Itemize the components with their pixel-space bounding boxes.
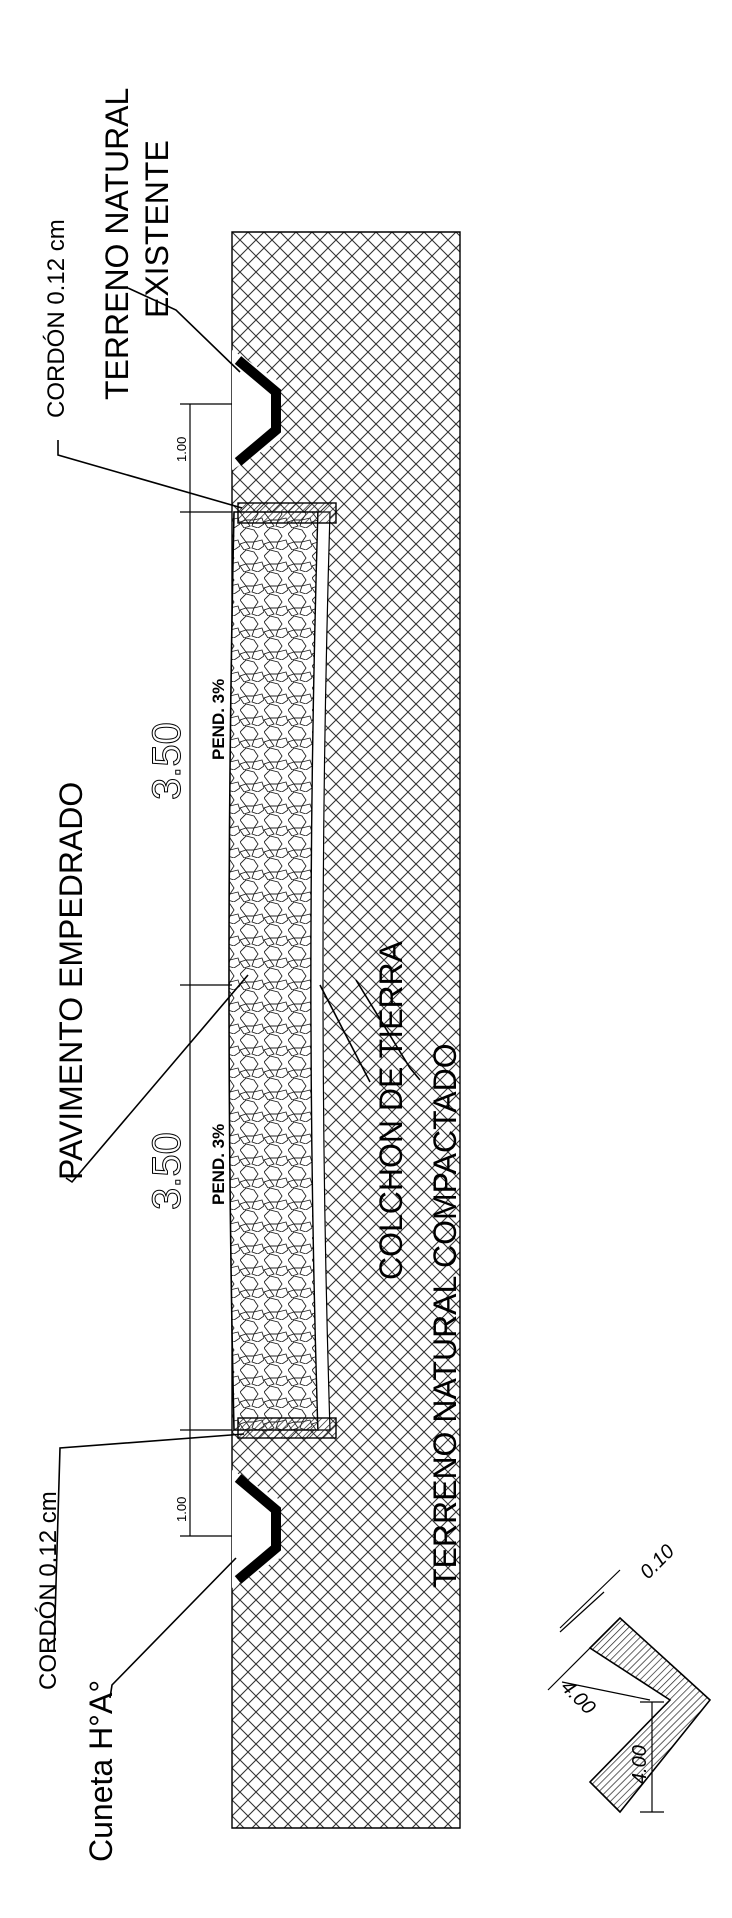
leader-cuneta (109, 1557, 237, 1699)
detail-thickness-ext-2 (547, 1647, 591, 1691)
label-pavimento: PAVIMENTO EMPEDRADO (53, 782, 89, 1180)
label-terreno-compactado: TERRENO NATURAL COMPACTADO (427, 1043, 463, 1588)
label-terreno-natural: TERRENO NATURAL (99, 88, 135, 400)
label-detail-thickness: 0.10 (636, 1540, 679, 1583)
label-lane-top: 3.50 (145, 722, 189, 800)
gutter-top (234, 356, 281, 466)
leader-cordon-bottom (53, 1433, 245, 1653)
leader-colchon (319, 984, 371, 1083)
label-lane-bottom: 3.50 (145, 1132, 189, 1210)
pavement-stone-layer (228, 511, 319, 1431)
leader-terreno-existente (127, 287, 241, 373)
detail-side-dim (561, 1681, 651, 1701)
label-detail-side2: 4.00 (629, 1745, 651, 1784)
label-shoulder-bottom: 1.00 (174, 1497, 189, 1522)
label-slope-bottom: PEND. 3% (209, 1124, 228, 1205)
gutter-bottom (234, 1474, 281, 1584)
label-cuneta: Cuneta H°A° (83, 1680, 119, 1862)
label-slope-top: PEND. 3% (209, 679, 228, 760)
label-colchon: COLCHON DE TIERRA (373, 940, 409, 1280)
label-shoulder-top: 1.00 (174, 437, 189, 462)
detail-thickness-dim (559, 1569, 621, 1629)
leader-terreno-compactado (355, 979, 421, 1081)
detail-thickness-ext-1 (559, 1591, 605, 1633)
leader-cordon-top (57, 440, 243, 509)
label-cordon-top: CORDÓN 0.12 cm (43, 219, 70, 418)
leader-pavimento (65, 974, 249, 1184)
gutter-detail (588, 1616, 712, 1814)
curb-bottom (237, 1417, 337, 1439)
label-existente: EXISTENTE (139, 140, 175, 318)
curb-top (237, 502, 337, 524)
